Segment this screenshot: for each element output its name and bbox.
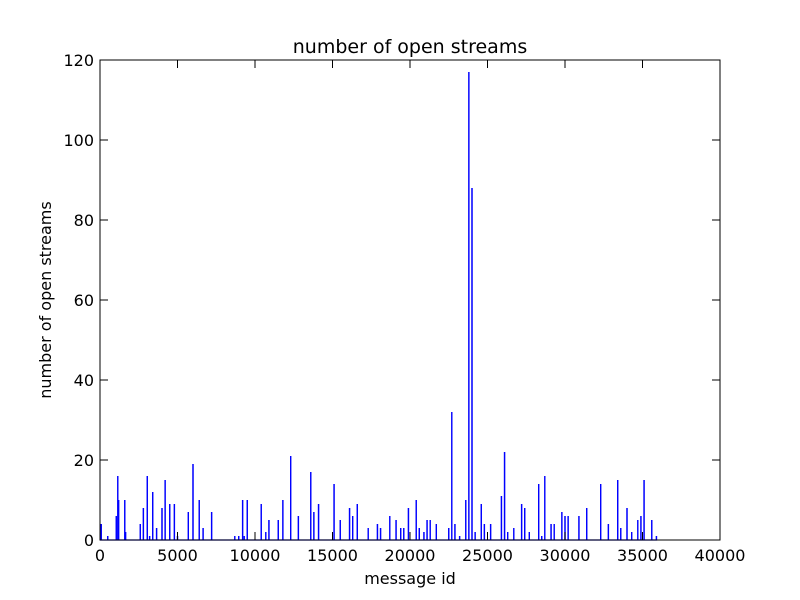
y-tick-label: 80 (74, 211, 94, 230)
plot-frame (99, 59, 721, 541)
y-axis-label: number of open streams (36, 201, 55, 398)
x-tick-label: 40000 (695, 546, 746, 565)
x-tick-label: 20000 (385, 546, 436, 565)
y-tick-label: 100 (63, 131, 94, 150)
chart-title: number of open streams (293, 36, 528, 58)
x-tick-label: 35000 (617, 546, 668, 565)
y-tick-label: 0 (84, 531, 94, 550)
x-tick-label: 30000 (540, 546, 591, 565)
x-tick-label: 5000 (157, 546, 198, 565)
y-tick-label: 20 (74, 451, 94, 470)
y-tick-label: 60 (74, 291, 94, 310)
x-tick-label: 10000 (230, 546, 281, 565)
x-axis-label: message id (364, 569, 456, 588)
x-tick-label: 25000 (462, 546, 513, 565)
y-tick-label: 120 (63, 51, 94, 70)
y-tick-label: 40 (74, 371, 94, 390)
series-layer (100, 72, 658, 541)
tick-layer: 0 5000 10000 15000 20000 25000 30000 35000 40000… (63, 51, 745, 565)
x-tick-label: 15000 (307, 546, 358, 565)
x-tick-label: 0 (95, 546, 105, 565)
